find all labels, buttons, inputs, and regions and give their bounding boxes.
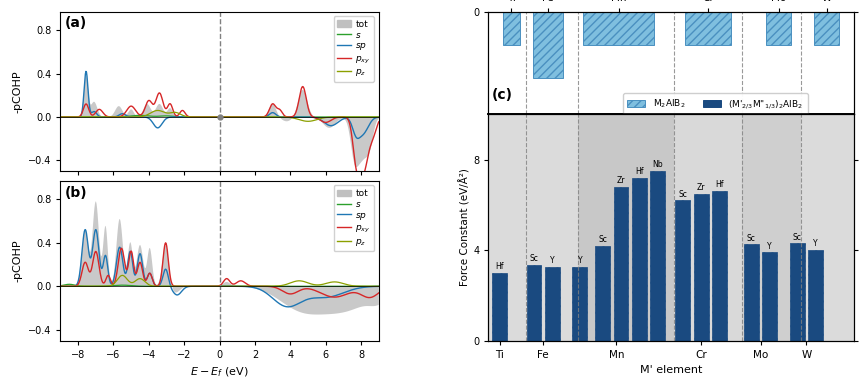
Bar xyxy=(545,267,560,341)
Text: Sc: Sc xyxy=(793,233,802,241)
X-axis label: M' element: M' element xyxy=(640,365,702,375)
Text: Zr: Zr xyxy=(696,183,705,192)
Text: Y: Y xyxy=(550,256,555,265)
Bar xyxy=(614,187,628,341)
Bar xyxy=(572,267,587,341)
Bar xyxy=(650,171,665,341)
Text: (c): (c) xyxy=(492,88,513,102)
Bar xyxy=(492,273,507,341)
Bar xyxy=(583,12,654,45)
Bar xyxy=(676,200,690,341)
Y-axis label: Force Constant (eV/Å²): Force Constant (eV/Å²) xyxy=(459,169,470,286)
Bar xyxy=(632,178,646,341)
Text: Sc: Sc xyxy=(678,190,687,199)
Text: Y: Y xyxy=(577,256,583,265)
Bar xyxy=(801,115,863,341)
Legend: tot, $s$, $sp$, $p_{xy}$, $p_z$: tot, $s$, $sp$, $p_{xy}$, $p_z$ xyxy=(334,185,375,251)
Bar xyxy=(762,252,778,341)
Bar xyxy=(674,115,742,341)
Text: Y: Y xyxy=(813,239,818,248)
X-axis label: $E - E_f$ (eV): $E - E_f$ (eV) xyxy=(191,365,249,379)
Text: Zr: Zr xyxy=(617,176,625,185)
Bar xyxy=(790,243,804,341)
Text: Hf: Hf xyxy=(715,180,723,190)
Bar xyxy=(577,115,674,341)
Bar xyxy=(488,115,577,341)
Bar xyxy=(595,246,610,341)
Text: (a): (a) xyxy=(66,16,87,31)
Text: Sc: Sc xyxy=(530,254,539,263)
Bar xyxy=(577,115,674,341)
Bar xyxy=(502,12,520,45)
Bar xyxy=(808,250,823,341)
Legend: tot, $s$, $sp$, $p_{xy}$, $p_z$: tot, $s$, $sp$, $p_{xy}$, $p_z$ xyxy=(334,16,375,82)
Bar xyxy=(815,12,840,45)
Bar xyxy=(742,115,801,341)
Text: (b): (b) xyxy=(66,186,88,200)
Bar xyxy=(526,265,541,341)
Bar xyxy=(532,12,563,78)
Legend: M$_2$AlB$_2$, (M'$_{2/3}$M"$_{1/3}$)$_2$AlB$_2$: M$_2$AlB$_2$, (M'$_{2/3}$M"$_{1/3}$)$_2$… xyxy=(623,93,808,115)
Bar xyxy=(674,115,742,341)
Text: Hf: Hf xyxy=(495,262,504,271)
Text: Sc: Sc xyxy=(598,235,607,244)
Y-axis label: -pCOHP: -pCOHP xyxy=(12,240,22,282)
Bar xyxy=(712,191,727,341)
Text: Nb: Nb xyxy=(652,160,663,169)
Text: Sc: Sc xyxy=(747,234,756,243)
Text: Y: Y xyxy=(767,241,772,250)
Bar xyxy=(694,194,709,341)
Bar xyxy=(744,245,759,341)
Y-axis label: -pCOHP: -pCOHP xyxy=(12,70,22,113)
Text: Hf: Hf xyxy=(635,167,644,176)
Bar xyxy=(766,12,791,45)
Bar xyxy=(685,12,731,45)
